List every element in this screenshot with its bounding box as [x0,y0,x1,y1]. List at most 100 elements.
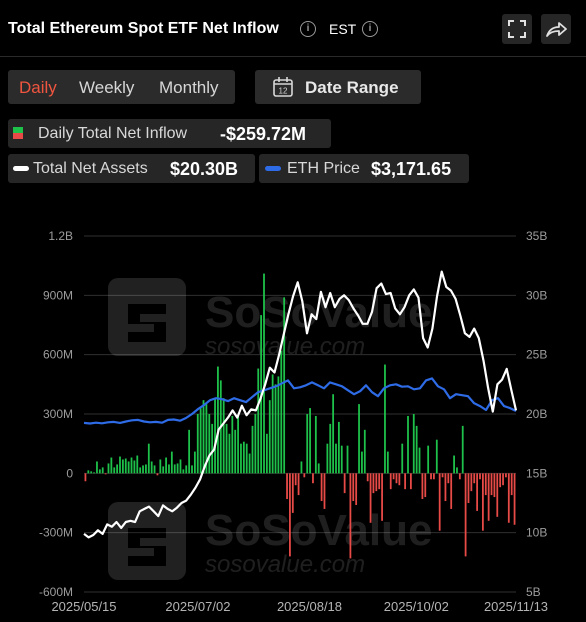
watermark-url: sosovalue.com [205,333,365,360]
inflow-bar [142,465,144,474]
x-tick-label: 2025/07/02 [165,599,230,614]
timezone-label: EST [329,21,357,37]
inflow-value: -$259.72M [220,124,307,144]
inflow-bar [294,473,297,486]
interval-tabs: Daily Weekly Monthly [8,70,235,104]
inflow-bar [124,458,127,474]
left-tick-label: -600M [39,585,73,599]
inflow-bar [254,414,257,474]
inflow-bar [332,394,335,474]
share-button[interactable] [541,14,571,44]
inflow-bar [265,433,268,474]
fullscreen-button[interactable] [502,14,532,44]
inflow-legend-swatch [13,127,23,139]
inflow-bar [326,443,329,474]
inflow-bar [329,423,332,474]
tab-daily[interactable]: Daily [19,78,57,97]
left-tick-label: 600M [43,348,73,362]
inflow-bar [358,404,360,474]
legend-total-net-assets[interactable]: Total Net Assets $20.30B [8,154,255,183]
axis-labels: 1.2B 900M 600M 300M 0 -300M -600M 35B 30B 25B 20B 1… [39,229,548,614]
inflow-bar [193,451,196,474]
inflow-bar [470,473,473,492]
inflow-bar [473,473,476,484]
inflow-bar [418,447,421,474]
tab-monthly[interactable]: Monthly [159,78,219,97]
assets-value: $20.30B [170,159,239,179]
title-info-icon[interactable]: i [300,21,316,37]
calendar-day-number: 12 [279,87,288,96]
right-tick-label: 10B [526,526,547,540]
inflow-bar [159,459,162,474]
inflow-bar [467,473,470,503]
inflow-bar [211,423,214,474]
inflow-bar [237,415,239,474]
inflow-bar [191,465,193,474]
inflow-bar [217,366,219,474]
inflow-bar [234,429,237,474]
assets-legend-swatch [13,166,29,171]
legend-eth-price[interactable]: ETH Price $3,171.65 [259,154,469,183]
inflow-bar [378,473,381,490]
inflow-bar [317,463,320,474]
chart-grid [84,235,516,593]
inflow-bar [493,473,496,498]
inflow-bar [268,400,271,474]
timezone-info-icon[interactable]: i [362,21,378,37]
inflow-bar [335,443,337,474]
inflow-bar [499,473,502,488]
total-net-assets-line [83,270,518,539]
inflow-bar [441,473,444,478]
inflow-bar [505,473,507,478]
inflow-bar [300,461,303,474]
inflow-bar [231,415,234,474]
inflow-bar [401,443,404,474]
inflow-bar [372,473,375,494]
calendar-icon: 12 [273,77,293,97]
right-tick-label: 30B [526,288,547,302]
inflow-bars [84,273,516,559]
left-tick-label: -300M [39,526,73,540]
inflow-bar [113,467,116,474]
inflow-bar [87,470,90,474]
inflow-bar [456,467,458,474]
inflow-bar [182,469,185,474]
inflow-bar [461,425,464,474]
inflow-bar [188,429,191,474]
inflow-bar [484,473,487,496]
inflow-bar [219,380,222,474]
inflow-bar [165,457,167,474]
inflow-bar [199,408,202,474]
left-tick-label: 1.2B [48,229,73,243]
watermark-url-2: sosovalue.com [205,551,365,578]
inflow-bar [430,473,432,480]
legend-net-inflow[interactable]: Daily Total Net Inflow -$259.72M [8,119,331,148]
inflow-bar [133,460,136,474]
inflow-bar [427,445,430,474]
inflow-bar [375,473,378,492]
inflow-bar [107,463,110,474]
inflow-bar [381,473,383,521]
inflow-bar [366,473,369,482]
inflow-bar [453,455,455,474]
tab-weekly[interactable]: Weekly [79,78,135,97]
inflow-bar [242,441,245,474]
inflow-bar [320,473,323,502]
fullscreen-icon [508,20,526,38]
inflow-bar [214,398,216,474]
inflow-bar [507,473,510,523]
inflow-bar [415,425,418,474]
date-range-button[interactable]: 12 Date Range [255,70,421,104]
inflow-bar [409,473,412,490]
inflow-bar [502,473,504,486]
inflow-bar [222,398,225,474]
inflow-bar [271,374,274,474]
inflow-bar [96,461,98,474]
date-range-label: Date Range [305,78,399,97]
inflow-bar [407,415,409,474]
inflow-bar [251,425,254,474]
watermark-logo-icon-2 [108,502,186,580]
inflow-bar [481,473,484,531]
inflow-bar [119,456,121,474]
inflow-bar [116,464,119,474]
